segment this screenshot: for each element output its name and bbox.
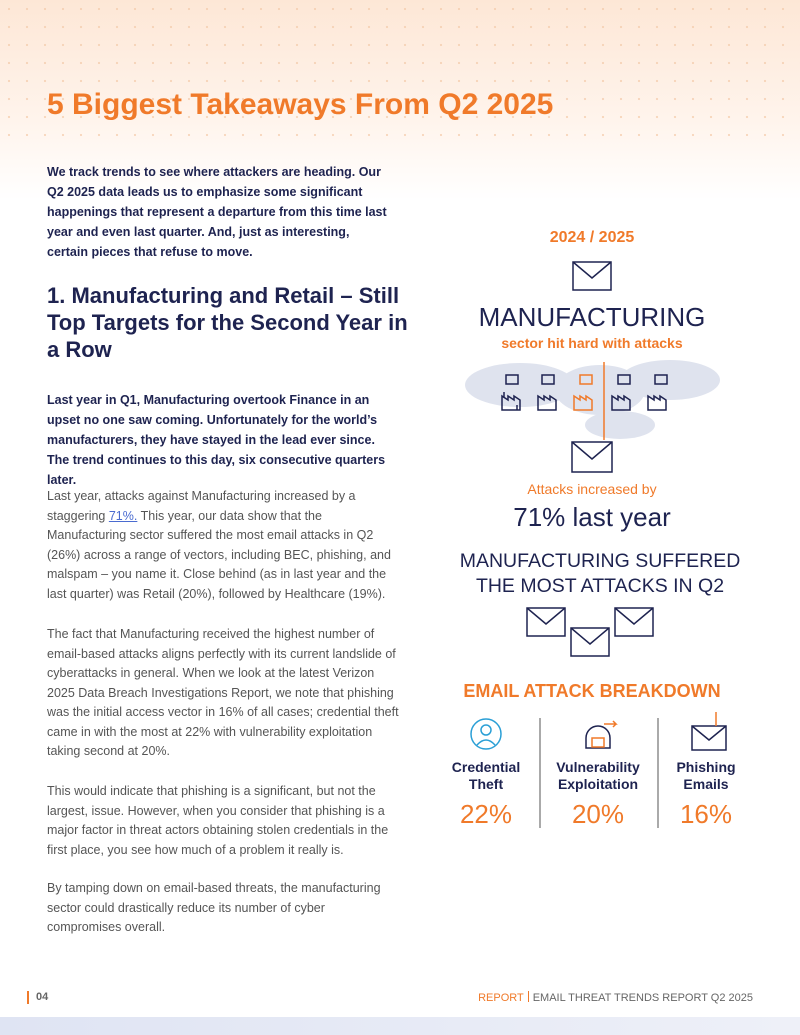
world-map — [465, 360, 720, 439]
increase-value: 71% last year — [513, 502, 671, 532]
text: Last year, attacks against Manufacturing… — [47, 489, 356, 523]
paragraph: This would indicate that phishing is a s… — [47, 784, 389, 857]
footer-report: REPORT — [478, 992, 524, 1004]
stat-label: Credential Theft — [451, 759, 521, 792]
headline: MANUFACTURING — [478, 302, 706, 332]
separator — [27, 991, 29, 1004]
envelope-cluster — [526, 607, 654, 657]
footer-title: EMAIL THREAT TRENDS REPORT Q2 2025 — [532, 992, 753, 1004]
text: This year, our data show that the Manufa… — [47, 508, 391, 601]
envelope-icon — [572, 261, 612, 291]
stat-value: 20% — [571, 799, 625, 829]
most-attacks: MANUFACTURING SUFFERED THE MOST ATTACKS … — [459, 550, 741, 597]
period: 2024 / 2025 — [549, 229, 635, 246]
paragraph: The fact that Manufacturing received the… — [47, 627, 399, 758]
envelope-icon — [571, 441, 613, 473]
dot-pattern — [0, 0, 800, 150]
footer-band — [0, 1017, 800, 1035]
link[interactable]: 71%. — [108, 508, 138, 523]
page-number: 04 — [36, 991, 49, 1003]
phishing-icon — [691, 712, 727, 751]
hacker-icon — [585, 720, 618, 749]
stat-label: Phishing Emails — [676, 759, 736, 792]
stat-value: 16% — [679, 799, 733, 829]
breakdown-title: EMAIL ATTACK BREAKDOWN — [463, 681, 721, 701]
footer-text: REPORT EMAIL THREAT TRENDS REPORT Q2 2025 — [478, 991, 753, 1004]
credential-icon — [470, 718, 502, 750]
subhead: sector hit hard with attacks — [501, 335, 683, 351]
stat-label: Vulnerability Exploitation — [556, 759, 640, 792]
factories — [501, 374, 668, 411]
increase-label: Attacks increased by — [527, 481, 657, 497]
separator — [527, 991, 529, 1002]
stat-value: 22% — [459, 799, 513, 829]
paragraph: Last year, attacks against Manufacturing… — [47, 487, 397, 604]
section-heading: 1. Manufacturing and Retail – Still Top … — [47, 283, 408, 362]
page-title: 5 Biggest Takeaways From Q2 2025 — [47, 88, 554, 121]
paragraph: By tamping down on email-based threats, … — [47, 881, 381, 934]
intro: We track trends to see where attackers a… — [47, 165, 387, 259]
section-lead: Last year in Q1, Manufacturing overtook … — [47, 393, 386, 487]
